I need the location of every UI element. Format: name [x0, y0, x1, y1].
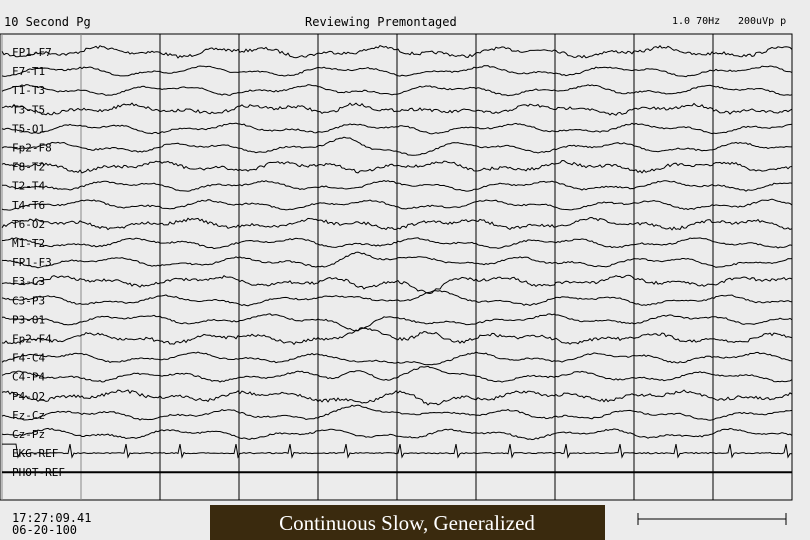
eeg-trace [1, 251, 793, 269]
clock-time: 17:27:09.41 [12, 511, 91, 525]
channel-label: EKG-REF [12, 447, 58, 460]
eeg-trace [1, 404, 793, 421]
eeg-trace [1, 389, 793, 406]
channel-label: Fp2-F4 [12, 333, 52, 346]
channel-label: F8-T2 [12, 161, 45, 174]
eeg-trace [1, 102, 793, 116]
channel-label: C3-P3 [12, 294, 45, 307]
channel-label: Cz-Pz [12, 428, 45, 441]
caption: Continuous Slow, Generalized [279, 511, 535, 535]
eeg-trace [1, 45, 793, 59]
channel-label: FP1-F7 [12, 46, 52, 59]
eeg-trace [2, 237, 793, 250]
eeg-trace [1, 65, 793, 78]
trace-area [0, 33, 793, 501]
filter: 1.0 70Hz [672, 16, 720, 27]
eeg-trace [1, 274, 793, 295]
eeg-trace [1, 365, 793, 383]
eeg-trace [1, 159, 793, 174]
channel-label: F4-C4 [12, 352, 45, 365]
channel-label: PHOT-REF [12, 466, 65, 479]
scale-bar [637, 513, 787, 525]
eeg-trace [1, 351, 792, 366]
channel-label: T5-O1 [12, 122, 45, 135]
channel-label: T2-T4 [12, 180, 45, 193]
eeg-trace [1, 84, 793, 97]
eeg-trace [1, 136, 792, 156]
right-margin [792, 0, 810, 540]
channel-labels: FP1-F7 F7-T1 T1-T3 T3-T5 T5-O1 Fp2-F8 F8-T2 T2-… [12, 46, 65, 479]
channel-label: M1-T2 [12, 237, 45, 250]
channel-label: T6-O2 [12, 218, 45, 231]
channel-label: T1-T3 [12, 84, 45, 97]
channel-label: F7-T1 [12, 65, 45, 78]
channel-label: P4-O2 [12, 390, 45, 403]
eeg-trace [1, 198, 793, 211]
channel-label: T4-T6 [12, 199, 45, 212]
sensitivity: 200uVp p [738, 16, 786, 27]
eeg-trace [1, 122, 793, 135]
eeg-trace [1, 327, 793, 346]
eeg-trace [1, 427, 793, 441]
channel-label: C4-P4 [12, 371, 45, 384]
caption-box [210, 505, 605, 540]
page-length: 10 Second Pg [4, 15, 91, 29]
eeg-trace [1, 313, 793, 332]
eeg-trace [1, 216, 793, 231]
channel-label: FP1-F3 [12, 256, 52, 269]
ekg-trace [2, 443, 793, 459]
traces [1, 45, 793, 474]
channel-label: Fz-Cz [12, 409, 45, 422]
eeg-trace [1, 290, 793, 307]
channel-label: Fp2-F8 [12, 142, 52, 155]
channel-label: P3-O1 [12, 313, 45, 326]
channel-label: F3-C3 [12, 275, 45, 288]
date: 06-20-100 [12, 523, 77, 537]
channel-label: T3-T5 [12, 103, 45, 116]
eeg-trace [2, 179, 793, 192]
montage-mode: Reviewing Premontaged [305, 15, 457, 29]
